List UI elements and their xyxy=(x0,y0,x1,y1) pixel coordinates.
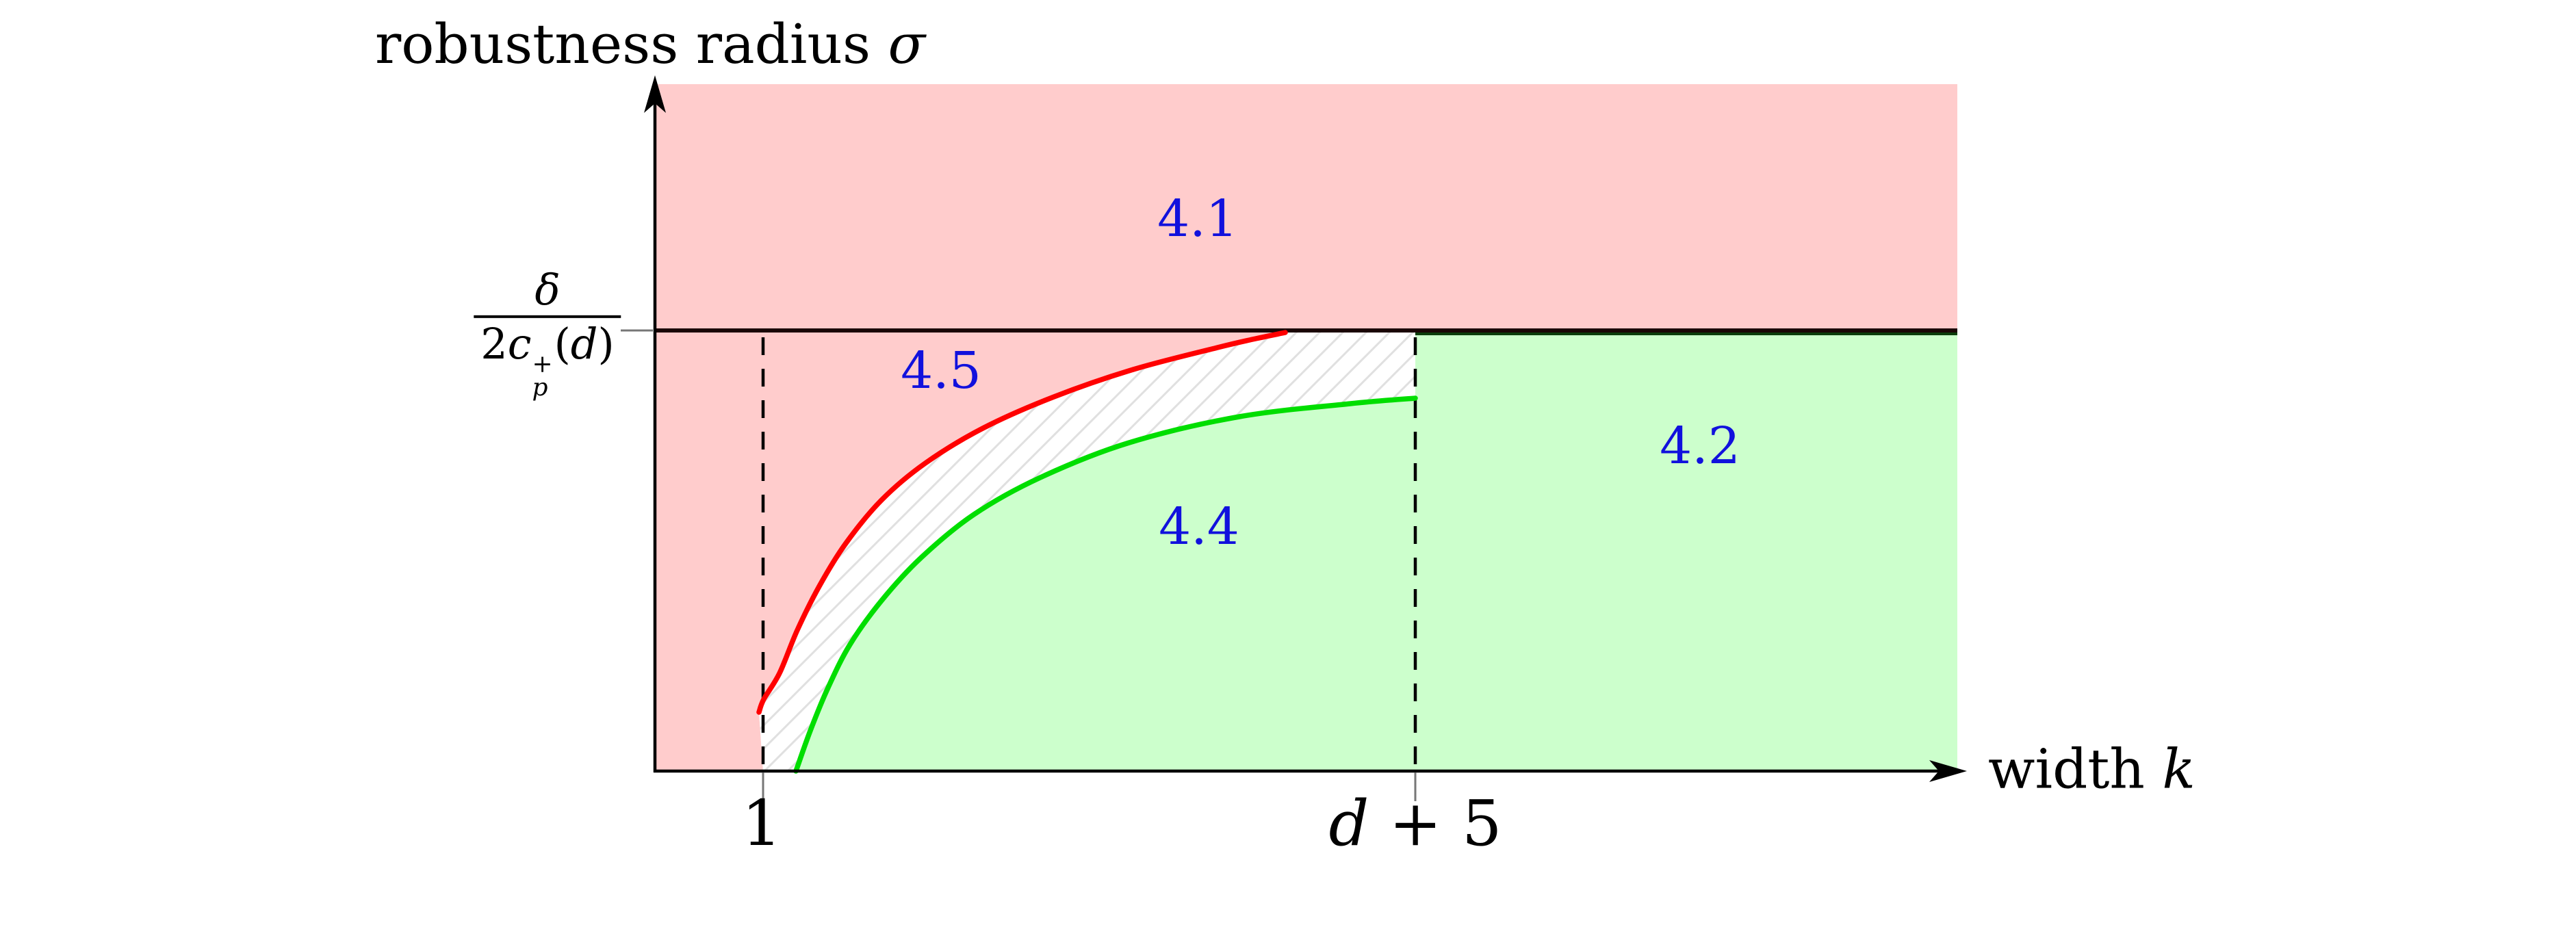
den-scripts: + p xyxy=(532,350,553,402)
green-curve xyxy=(793,395,1418,774)
region-label-4-1: 4.1 xyxy=(1157,190,1238,248)
x-tick-label-d5: d + 5 xyxy=(1328,787,1502,860)
region-label-4-2: 4.2 xyxy=(1660,417,1740,475)
den-paren-open: ( xyxy=(554,319,571,369)
region-label-4-4: 4.4 xyxy=(1159,497,1239,556)
region-red-left xyxy=(655,330,1285,771)
x-tick-d5-rest: + 5 xyxy=(1369,787,1502,860)
den-subscript: p xyxy=(532,374,548,402)
fraction-numerator: δ xyxy=(534,264,561,315)
x-axis-label-var: k xyxy=(2162,737,2195,801)
x-tick-d5-var: d xyxy=(1328,787,1369,860)
x-tick-label-1: 1 xyxy=(741,787,782,860)
den-var: c xyxy=(507,319,532,369)
y-axis-arrowhead xyxy=(644,75,666,113)
red-curve xyxy=(756,330,1288,715)
den-coeff: 2 xyxy=(480,319,508,369)
y-axis-label-text: robustness radius xyxy=(374,12,871,76)
den-paren-close: ) xyxy=(597,319,615,369)
region-red-top xyxy=(655,84,1957,330)
y-axis-label-var: σ xyxy=(888,12,926,76)
region-green xyxy=(796,330,1957,771)
x-axis-label: width k xyxy=(1988,738,2195,801)
y-tick-label-fraction: δ 2c + p (d) xyxy=(474,265,621,400)
den-arg: d xyxy=(570,319,598,369)
fraction-denominator: 2c + p (d) xyxy=(474,315,621,400)
region-hatched xyxy=(759,330,1415,771)
x-axis-label-text: width xyxy=(1988,737,2145,801)
den-superscript: + xyxy=(532,350,553,378)
region-label-4-5: 4.5 xyxy=(901,341,981,400)
x-axis-arrowhead xyxy=(1929,760,1967,782)
y-axis-label: robustness radius σ xyxy=(375,12,925,76)
